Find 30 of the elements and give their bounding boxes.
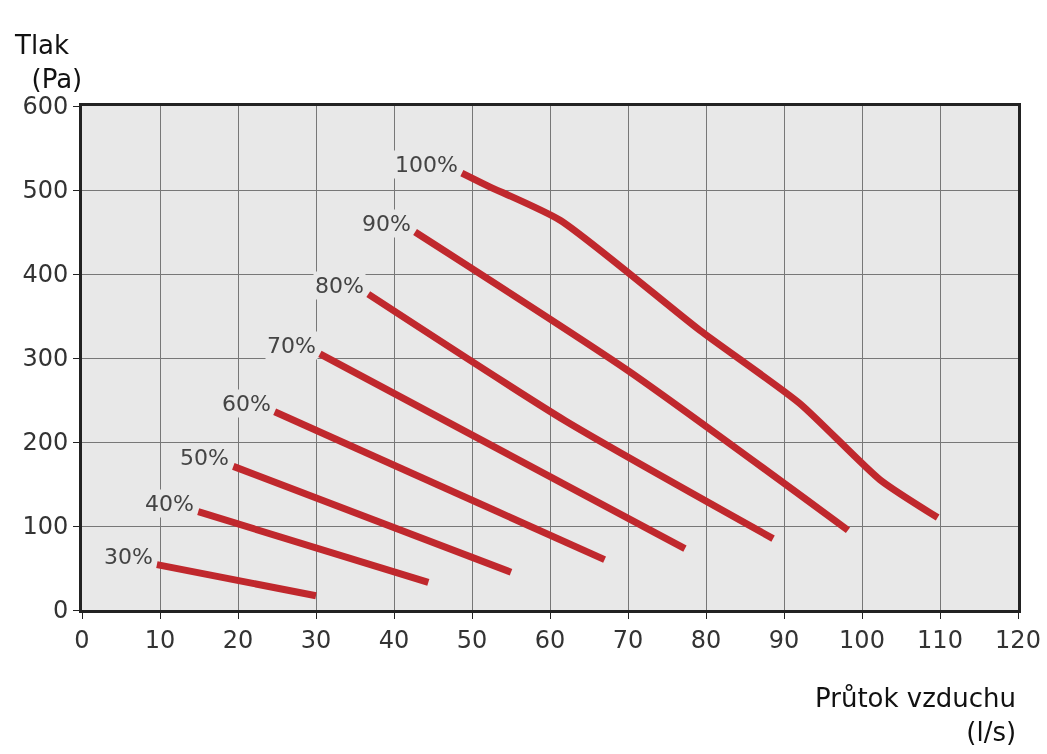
series-label: 60% — [222, 391, 271, 416]
x-tick-label: 80 — [690, 625, 722, 654]
x-tick-label: 90 — [768, 625, 800, 654]
x-tick-label: 60 — [534, 625, 566, 654]
y-tick-label: 300 — [22, 344, 69, 373]
series-label: 90% — [362, 211, 411, 236]
y-tick-label: 500 — [22, 176, 69, 205]
y-tick-label: 100 — [22, 512, 69, 541]
x-tick-label: 20 — [222, 625, 254, 654]
x-tick-label: 100 — [839, 625, 885, 654]
y-tick-label: 600 — [22, 92, 69, 121]
series-label: 70% — [267, 333, 316, 358]
y-tick-label: 400 — [22, 260, 69, 289]
x-tick-label: 40 — [378, 625, 410, 654]
x-tick-label: 120 — [995, 625, 1041, 654]
x-tick-label: 0 — [74, 625, 90, 654]
y-tick-label: 200 — [22, 428, 69, 457]
x-tick-label: 30 — [300, 625, 332, 654]
series-label: 40% — [145, 491, 194, 516]
x-tick-label: 70 — [612, 625, 644, 654]
series-label: 50% — [180, 445, 229, 470]
series-label: 80% — [315, 273, 364, 298]
y-tick-label: 0 — [52, 596, 69, 625]
series-label: 30% — [104, 544, 153, 569]
x-tick-label: 110 — [917, 625, 963, 654]
x-axis-title: Průtok vzduchu (l/s) — [815, 683, 1017, 747]
y-axis-title: Tlak (Pa) — [14, 30, 83, 94]
series-label: 100% — [395, 152, 458, 177]
x-tick-label: 10 — [144, 625, 176, 654]
x-tick-label: 50 — [456, 625, 488, 654]
